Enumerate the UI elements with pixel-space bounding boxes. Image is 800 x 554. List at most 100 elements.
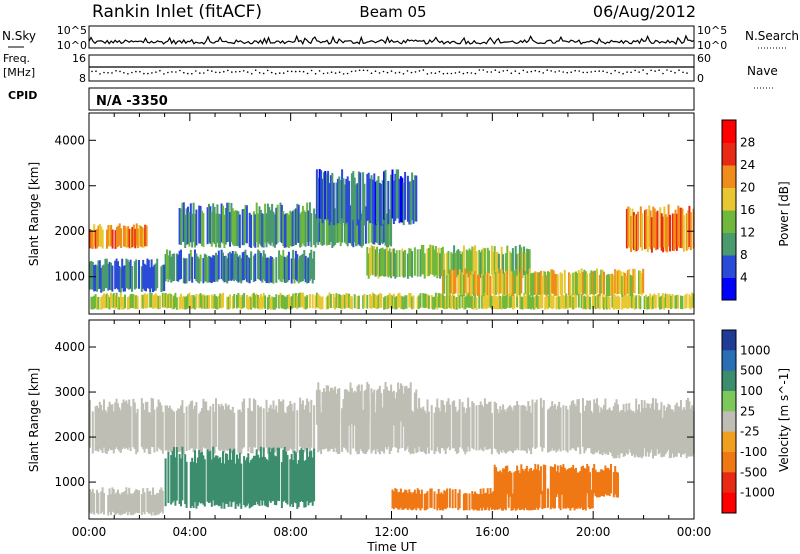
velocity-colorbar-tick: 1000 <box>740 343 771 357</box>
data-cell <box>271 203 274 243</box>
data-cell <box>525 248 528 277</box>
data-cell <box>91 230 94 249</box>
data-cell <box>257 454 260 505</box>
data-cell <box>457 274 460 297</box>
data-cell <box>516 292 519 308</box>
nave-dot <box>490 71 493 73</box>
data-cell <box>631 208 634 249</box>
data-cell <box>223 463 226 509</box>
data-cell <box>252 292 255 308</box>
data-cell <box>425 412 428 455</box>
data-cell <box>507 488 510 508</box>
data-cell <box>691 292 694 308</box>
data-cell <box>293 293 296 308</box>
data-cell <box>198 294 201 309</box>
data-cell <box>500 246 503 276</box>
data-cell <box>436 493 439 511</box>
data-cell <box>194 249 196 279</box>
data-cell <box>566 296 569 310</box>
data-cell <box>213 457 216 506</box>
data-cell <box>282 249 285 280</box>
data-cell <box>318 169 321 219</box>
data-cell <box>359 210 362 246</box>
data-cell <box>531 470 534 497</box>
data-cell <box>390 294 393 309</box>
data-cell <box>353 177 356 223</box>
data-cell <box>359 172 362 221</box>
data-cell <box>547 271 549 295</box>
data-cell <box>296 254 299 282</box>
data-cell <box>180 458 182 507</box>
data-cell <box>203 295 206 309</box>
nave-dot <box>446 72 449 75</box>
data-cell <box>524 270 527 295</box>
data-cell <box>514 246 517 275</box>
data-cell <box>178 250 181 280</box>
data-cell <box>649 293 652 308</box>
data-cell <box>401 248 404 277</box>
data-cell <box>321 178 324 224</box>
data-cell <box>272 211 275 247</box>
nave-dot <box>163 73 165 75</box>
data-cell <box>603 408 605 452</box>
data-cell <box>511 296 514 310</box>
data-cell <box>492 295 495 309</box>
nave-dot <box>558 70 560 72</box>
data-cell <box>523 293 526 308</box>
data-cell <box>433 412 436 455</box>
data-cell <box>203 459 206 507</box>
data-cell <box>549 294 552 309</box>
data-cell <box>135 489 138 513</box>
data-cell <box>93 295 96 309</box>
data-cell <box>261 256 264 283</box>
velocity-colorbar-tick: -1000 <box>740 486 775 500</box>
data-cell <box>510 271 513 295</box>
data-cell <box>107 225 110 247</box>
data-cell <box>447 250 450 278</box>
data-cell <box>373 207 376 245</box>
data-cell <box>215 455 217 505</box>
data-cell <box>405 402 408 450</box>
cpid-value: N/A -3350 <box>96 94 168 109</box>
data-cell <box>496 252 499 279</box>
data-cell <box>570 401 573 449</box>
data-cell <box>266 460 269 508</box>
data-cell <box>474 293 477 308</box>
data-cell <box>345 293 348 308</box>
velocity-colorbar-step <box>722 330 736 351</box>
data-cell <box>217 213 220 248</box>
y-tick-label: 2000 <box>54 224 85 238</box>
data-cell <box>398 250 401 277</box>
data-cell <box>367 172 370 221</box>
data-cell <box>573 272 576 295</box>
data-cell <box>271 296 274 310</box>
data-cell <box>229 212 231 247</box>
nave-dot <box>123 72 125 74</box>
data-cell <box>128 228 131 249</box>
cpid-label: CPID <box>8 89 37 102</box>
data-cell <box>385 296 388 310</box>
nave-dot <box>638 71 640 73</box>
data-cell <box>547 296 549 310</box>
data-cell <box>175 410 178 454</box>
data-cell <box>481 273 484 296</box>
data-cell <box>454 253 457 279</box>
data-cell <box>257 405 260 451</box>
data-cell <box>192 462 195 508</box>
data-cell <box>681 296 684 310</box>
data-cell <box>555 409 558 453</box>
data-cell <box>399 488 402 508</box>
data-cell <box>441 269 444 294</box>
data-cell <box>638 270 640 294</box>
power-colorbar-step <box>722 277 736 301</box>
data-cell <box>621 410 624 453</box>
data-cell <box>189 203 192 243</box>
data-cell <box>236 294 238 309</box>
data-cell <box>328 208 331 245</box>
data-cell <box>346 211 349 247</box>
data-cell <box>160 405 163 451</box>
data-cell <box>339 295 342 309</box>
data-cell <box>614 466 617 495</box>
data-cell <box>126 259 129 289</box>
data-cell <box>227 404 230 451</box>
